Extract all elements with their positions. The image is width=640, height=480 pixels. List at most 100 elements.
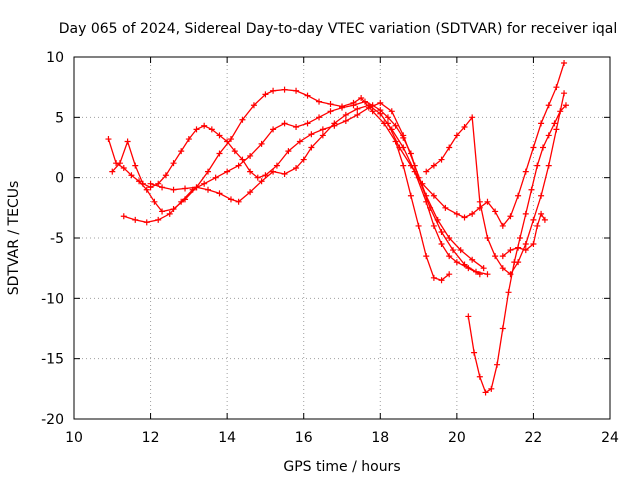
data-point-marker — [438, 277, 445, 284]
data-point-marker — [262, 91, 269, 98]
data-point-marker — [484, 198, 491, 205]
data-point-marker — [159, 208, 166, 215]
data-point-marker — [450, 247, 457, 254]
data-point-marker — [358, 95, 365, 102]
data-point-marker — [296, 138, 303, 145]
data-point-marker — [545, 102, 552, 109]
data-point-marker — [469, 210, 476, 217]
data-point-marker — [541, 216, 548, 223]
data-point-marker — [499, 222, 506, 229]
data-point-marker — [469, 256, 476, 263]
grid — [74, 57, 610, 419]
data-point-marker — [538, 210, 545, 217]
x-tick-label: 24 — [601, 430, 619, 446]
data-point-marker — [201, 180, 208, 187]
data-point-marker — [342, 111, 349, 118]
data-point-marker — [538, 120, 545, 127]
data-point-marker — [227, 196, 234, 203]
data-point-marker — [116, 160, 123, 167]
data-point-marker — [316, 98, 323, 105]
data-point-marker — [258, 140, 265, 147]
data-point-marker — [465, 265, 472, 272]
series-line — [387, 62, 565, 228]
data-point-marker — [159, 184, 166, 191]
data-point-marker — [128, 172, 135, 179]
data-point-marker — [224, 168, 231, 175]
data-point-marker — [162, 172, 169, 179]
data-point-marker — [484, 235, 491, 241]
data-point-marker — [453, 210, 460, 217]
data-point-marker — [304, 120, 311, 127]
data-point-marker — [331, 120, 338, 127]
data-point-marker — [562, 102, 569, 109]
data-point-marker — [193, 126, 200, 133]
data-point-marker — [208, 126, 215, 133]
data-point-marker — [545, 132, 552, 139]
y-tick-label: 10 — [46, 50, 64, 66]
data-point-marker — [482, 389, 489, 396]
data-point-marker — [205, 168, 211, 175]
data-point-marker — [105, 136, 112, 143]
data-point-marker — [377, 99, 384, 106]
data-point-marker — [139, 180, 146, 187]
data-point-marker — [308, 144, 315, 151]
data-point-marker — [178, 198, 185, 205]
data-point-marker — [319, 132, 326, 139]
data-point-marker — [423, 253, 430, 260]
data-point-marker — [453, 259, 460, 266]
data-point-marker — [476, 271, 483, 278]
x-tick-label: 22 — [525, 430, 543, 446]
y-axis-label: SDTVAR / TECUs — [6, 181, 22, 296]
data-point-marker — [308, 131, 315, 138]
x-axis-label: GPS time / hours — [283, 459, 400, 475]
data-point-marker — [178, 148, 185, 155]
series-line — [425, 93, 565, 276]
data-point-marker — [132, 162, 139, 169]
data-point-marker — [342, 117, 349, 124]
data-point-marker — [327, 101, 334, 108]
y-tick-label: -10 — [41, 291, 64, 307]
data-point-marker — [270, 87, 277, 94]
data-point-marker — [522, 168, 529, 175]
data-point-marker — [522, 247, 529, 254]
data-point-marker — [361, 98, 368, 105]
data-point-marker — [476, 198, 483, 205]
data-point-marker — [484, 271, 491, 278]
data-point-marker — [446, 144, 453, 151]
data-point-marker — [247, 152, 254, 159]
data-point-marker — [316, 114, 323, 121]
data-point-marker — [469, 114, 476, 121]
data-point-marker — [407, 192, 414, 199]
data-point-marker — [170, 160, 177, 167]
data-point-marker — [476, 373, 483, 380]
y-tick-label: 5 — [55, 110, 64, 126]
data-point-marker — [281, 120, 288, 127]
data-point-marker — [270, 168, 277, 175]
data-point-marker — [377, 110, 384, 117]
data-point-marker — [515, 244, 522, 251]
data-point-marker — [120, 165, 127, 172]
data-point-marker — [293, 87, 300, 94]
data-point-marker — [216, 132, 223, 139]
data-point-marker — [530, 241, 537, 248]
data-point-marker — [350, 102, 357, 109]
series-track-5 — [384, 60, 568, 229]
data-point-marker — [304, 92, 311, 99]
data-point-marker — [227, 136, 234, 143]
data-point-marker — [423, 198, 430, 205]
data-point-marker — [319, 126, 326, 133]
data-point-marker — [446, 253, 453, 260]
data-point-marker — [216, 150, 223, 157]
data-point-marker — [339, 104, 345, 111]
chart-title: Day 065 of 2024, Sidereal Day-to-day VTE… — [59, 21, 617, 37]
data-point-marker — [250, 102, 257, 109]
x-tick-label: 14 — [218, 430, 236, 446]
data-point-marker — [281, 86, 288, 93]
data-point-marker — [430, 192, 437, 199]
data-point-marker — [488, 385, 495, 392]
data-point-marker — [407, 150, 414, 157]
data-point-marker — [254, 174, 261, 181]
data-point-marker — [515, 192, 522, 199]
series-line — [123, 100, 488, 275]
data-point-marker — [216, 190, 223, 197]
